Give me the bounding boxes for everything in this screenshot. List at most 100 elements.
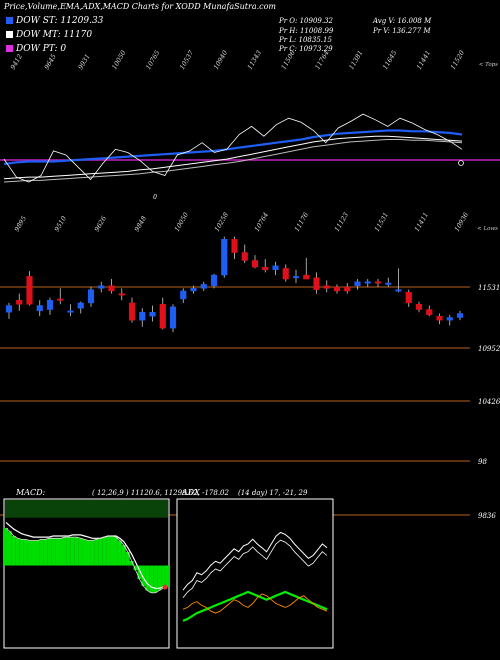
candle-up: [395, 289, 402, 292]
macd-label: MACD:: [15, 488, 46, 497]
quote-volume: Pr V: 136.277 M: [373, 27, 431, 35]
candle-down: [262, 266, 269, 271]
candle-up: [210, 274, 218, 286]
adx-line: [182, 593, 328, 614]
candle-down: [333, 286, 341, 292]
ema-bottom-label: 10936: [453, 211, 470, 233]
ema-bottom-label: 9626: [93, 215, 108, 233]
candle-up: [364, 281, 371, 284]
ema-panel: 9412 9645 9931 10050 10765 10537 10940 11343 115…: [0, 48, 500, 233]
ema-series-white-2: [3, 139, 463, 183]
candle-up: [272, 265, 279, 271]
macd-main-line: [5, 527, 168, 594]
price-level-label: 9836: [478, 512, 496, 520]
ema-bottom-label: 10258: [213, 211, 230, 233]
adx-di-plus-line: [182, 531, 328, 591]
candle-down: [231, 239, 238, 253]
candle-down: [159, 303, 166, 329]
candle-up: [87, 289, 95, 304]
ema-bottom-label: 11123: [333, 211, 350, 233]
candle-up: [456, 313, 464, 318]
legend-dow-st: DOW ST: 11209.33: [6, 16, 103, 26]
ema-top-label: 10537: [178, 48, 196, 71]
ema-last-marker: [458, 160, 464, 166]
price-level-label: 10426: [478, 398, 500, 406]
legend-swatch-blue: [6, 17, 13, 24]
ema-corner-label: < Tops: [479, 62, 498, 68]
ema-series-white-1: [3, 135, 463, 180]
candle-down: [57, 298, 64, 301]
adx-label: ADX: [181, 488, 200, 497]
candle-up: [200, 284, 207, 289]
quote-avg-volume: Avg V: 16.008 M: [373, 17, 432, 25]
ema-top-label: 11764: [313, 49, 330, 71]
candle-up: [46, 300, 54, 310]
candle-up: [77, 302, 84, 309]
macd-signal-line: [5, 521, 168, 589]
candle-up: [180, 290, 187, 300]
candle-down: [128, 302, 136, 321]
adx-di-plus-shadow: [182, 539, 328, 599]
ema-bottom-label: 11531: [373, 211, 390, 233]
candle-down: [108, 285, 115, 292]
adx-params: (14 day) 17, -21, 29: [238, 489, 308, 497]
candle-up: [67, 310, 74, 313]
ema-top-label: 11343: [246, 49, 263, 71]
candle-down: [436, 315, 443, 321]
adx-frame: [176, 498, 334, 649]
candle-up: [139, 311, 146, 321]
legend-dow-pt-label: DOW PT: 0: [16, 44, 67, 54]
candle-up: [221, 239, 228, 276]
candle-up: [36, 305, 43, 312]
ema-top-label: 11645: [381, 49, 398, 71]
candle-down: [426, 309, 433, 316]
legend-swatch-white: [6, 31, 13, 38]
legend-dow-pt: DOW PT: 0: [6, 44, 66, 54]
ema-bottom-label: 10050: [173, 211, 190, 233]
macd-panel: MACD: ( 12,26,9 ) 11120.6, 11298.62, -178…: [3, 488, 230, 649]
ema-top-label: 11441: [415, 49, 432, 71]
candle-down: [251, 260, 259, 268]
ema-top-label: 11381: [347, 49, 364, 71]
candle-up: [354, 281, 361, 286]
ema-top-label: 10940: [212, 49, 229, 71]
ema-series-price: [3, 113, 463, 183]
candle-down: [241, 252, 248, 261]
price-level-label: 10952: [478, 345, 500, 353]
candle-down: [415, 303, 423, 310]
ema-bottom-label: 11176: [293, 211, 310, 233]
ema-bottom-label: 9895: [13, 215, 28, 233]
candle-up: [190, 288, 197, 292]
quote-close: Pr C: 10973.29: [279, 45, 333, 53]
legend-dow-st-label: DOW ST: 11209.33: [16, 16, 104, 26]
quote-high: Pr H: 11008.99: [279, 27, 334, 35]
ema-top-label: 10050: [110, 49, 127, 71]
macd-params: ( 12,26,9 ) 11120.6, 11298.62, -178.02: [92, 489, 230, 497]
quote-open: Pr O: 10909.32: [279, 17, 334, 25]
candle-down: [118, 293, 125, 296]
price-panel: 11531 10952 10426 98 9836 < Lows: [0, 226, 500, 520]
ema-bottom-label: 11411: [413, 211, 430, 233]
candle-down: [405, 292, 412, 304]
ema-top-label: 9412: [9, 53, 24, 71]
ema-top-label: 9645: [43, 53, 58, 71]
ema-bottom-label: 9510: [53, 215, 68, 233]
ema-series-blue: [3, 129, 463, 166]
legend-swatch-magenta: [6, 45, 13, 52]
candle-up: [446, 317, 453, 321]
quote-low: Pr L: 10835.15: [279, 36, 332, 44]
ema-bottom-label: 9848: [133, 215, 148, 233]
candle-down: [16, 300, 23, 305]
candle-up: [5, 305, 13, 313]
ema-marker-label: 0: [153, 194, 157, 201]
candle-up: [149, 311, 156, 317]
ema-top-label: 11506: [280, 49, 297, 71]
legend-dow-mt: DOW MT: 11170: [6, 30, 92, 40]
ema-bottom-label: 10764: [253, 211, 270, 233]
candle-down: [313, 277, 320, 290]
candle-up: [98, 285, 105, 289]
adx-di-minus-line: [182, 590, 328, 622]
chart-title: Price,Volume,EMA,ADX,MACD Charts for XOD…: [4, 2, 277, 11]
candle-up: [169, 306, 177, 329]
